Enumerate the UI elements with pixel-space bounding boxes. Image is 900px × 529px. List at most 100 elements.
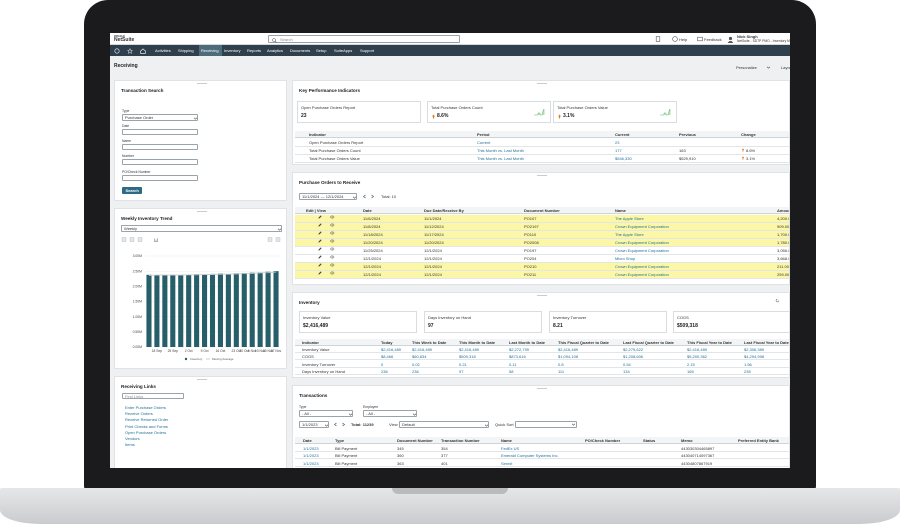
table-cell[interactable]: $5,200,362 — [687, 354, 708, 360]
field-input[interactable] — [122, 159, 198, 165]
table-cell[interactable]: 134 — [623, 368, 630, 374]
edit-icon[interactable] — [318, 255, 322, 259]
table-cell[interactable]: 236 — [381, 368, 388, 374]
nav-item[interactable]: Analytics — [267, 48, 284, 53]
edit-icon[interactable] — [318, 271, 322, 275]
table-cell[interactable]: $2,279,622 — [623, 347, 644, 353]
field-input[interactable] — [122, 144, 198, 150]
table-cell[interactable]: Crown Equipment Corporation — [615, 240, 669, 245]
view-icon[interactable] — [330, 231, 335, 235]
table-cell[interactable]: $8,466 — [381, 354, 394, 360]
docs-icon[interactable] — [655, 36, 661, 42]
table-cell[interactable]: Crown Equipment Corporation — [615, 264, 669, 269]
feedback-icon[interactable] — [697, 36, 703, 42]
nav-item[interactable]: Inventory — [224, 48, 241, 53]
table-cell[interactable]: 235 — [744, 368, 751, 374]
table-cell[interactable]: 0.8 — [558, 361, 564, 367]
table-cell[interactable]: $2,416,489 — [558, 347, 579, 353]
table-cell[interactable]: 2.15 — [687, 361, 695, 367]
receiving-link[interactable]: Items — [125, 442, 135, 448]
table-cell[interactable]: $4,294,998 — [744, 354, 765, 360]
receiving-link[interactable]: Enter Purchase Orders — [125, 405, 166, 410]
chart-tool[interactable] — [121, 237, 127, 242]
search-box[interactable]: Search — [268, 35, 460, 43]
edit-icon[interactable] — [318, 247, 322, 251]
table-cell[interactable]: FedEx US — [501, 445, 520, 451]
table-cell[interactable]: 23 — [615, 140, 620, 145]
table-cell[interactable]: $2,416,489 — [381, 347, 402, 353]
table-cell[interactable]: 97 — [459, 368, 464, 374]
nav-item[interactable]: Reports — [247, 48, 262, 53]
table-cell[interactable]: Crown Equipment Corporation — [615, 248, 669, 253]
chart-tool[interactable] — [267, 237, 273, 242]
personalize-button[interactable]: Personalize — [736, 65, 757, 70]
table-cell[interactable]: $2,416,489 — [687, 347, 708, 353]
feedback-link[interactable]: Feedback — [704, 36, 722, 42]
help-link[interactable]: Help — [679, 36, 688, 42]
table-cell[interactable]: 111 — [558, 368, 565, 374]
table-cell[interactable]: $873,616 — [509, 354, 526, 360]
table-cell[interactable]: 0.11 — [509, 361, 517, 367]
edit-icon[interactable] — [318, 231, 322, 235]
nav-icon[interactable] — [127, 47, 133, 54]
table-cell[interactable]: 0 — [381, 361, 384, 367]
table-cell[interactable]: $546,330 — [615, 156, 632, 161]
receiving-link[interactable]: Print Checks and Forms — [125, 423, 168, 429]
table-cell[interactable]: 0.21 — [459, 361, 467, 367]
next-arrow[interactable] — [370, 194, 375, 199]
table-cell[interactable]: This Month vs. Last Month — [477, 156, 524, 161]
edit-icon[interactable] — [318, 263, 322, 267]
table-cell[interactable]: Current — [477, 140, 491, 145]
layout-button[interactable]: Layout — [781, 65, 790, 70]
receiving-link[interactable]: Open Purchase Orders — [125, 429, 167, 435]
table-cell[interactable]: 236 — [412, 368, 419, 374]
nav-item[interactable]: Receiving — [201, 48, 219, 53]
table-cell[interactable]: Crown Equipment Corporation — [615, 272, 669, 277]
table-cell[interactable]: $2,306,389 — [744, 347, 765, 353]
table-cell[interactable]: 165 — [687, 368, 694, 374]
table-cell[interactable]: Sennit — [501, 460, 513, 466]
nav-icon[interactable] — [140, 48, 146, 54]
table-cell[interactable]: Emerald Computer Systems Inc. — [501, 453, 559, 458]
search-button[interactable]: Search — [122, 187, 142, 194]
receiving-link[interactable]: Receive Orders — [125, 411, 153, 417]
field-input[interactable] — [122, 129, 198, 135]
table-cell[interactable]: $509,318 — [459, 354, 476, 360]
table-cell[interactable]: 177 — [615, 148, 622, 153]
field-input[interactable] — [122, 175, 198, 181]
table-cell[interactable]: Micro Shop — [615, 256, 636, 261]
chart-tool[interactable] — [153, 237, 159, 242]
view-icon[interactable] — [330, 223, 335, 227]
prev-arrow[interactable] — [333, 422, 338, 427]
nav-item[interactable]: Activities — [155, 48, 171, 53]
refresh-icon[interactable] — [775, 298, 780, 303]
receiving-link[interactable]: Vendors — [125, 436, 140, 441]
prev-arrow[interactable] — [362, 194, 367, 199]
help-icon[interactable] — [672, 36, 678, 42]
period-select[interactable]: Weekly — [121, 225, 282, 232]
table-cell[interactable]: 1/1/2023 — [303, 460, 319, 466]
table-cell[interactable]: 0.02 — [412, 361, 420, 367]
table-cell[interactable]: 0.54 — [623, 361, 631, 367]
nav-item[interactable]: Support — [360, 48, 375, 53]
view-icon[interactable] — [330, 263, 335, 267]
view-select[interactable]: Default — [399, 421, 489, 428]
table-cell[interactable]: $2,416,489 — [459, 347, 480, 353]
view-icon[interactable] — [330, 215, 335, 219]
user-icon[interactable] — [727, 36, 734, 43]
table-cell[interactable]: $60,834 — [412, 354, 427, 360]
table-cell[interactable]: 1/1/2023 — [303, 445, 319, 451]
view-icon[interactable] — [330, 271, 335, 275]
view-icon[interactable] — [330, 255, 335, 259]
table-cell[interactable]: $1,208,606 — [623, 354, 644, 360]
date-range-select[interactable]: 11/1/2024 — 12/1/2024 — [299, 193, 357, 200]
table-cell[interactable]: $2,416,489 — [412, 347, 433, 353]
edit-icon[interactable] — [318, 223, 322, 227]
table-cell[interactable]: 58 — [509, 368, 514, 374]
next-arrow[interactable] — [341, 422, 346, 427]
table-cell[interactable]: This Month vs. Last Month — [477, 148, 524, 153]
table-cell[interactable]: 1/1/2023 — [303, 453, 319, 458]
view-icon[interactable] — [330, 247, 335, 251]
filter-select[interactable]: - All - — [363, 410, 417, 417]
edit-icon[interactable] — [318, 215, 322, 219]
